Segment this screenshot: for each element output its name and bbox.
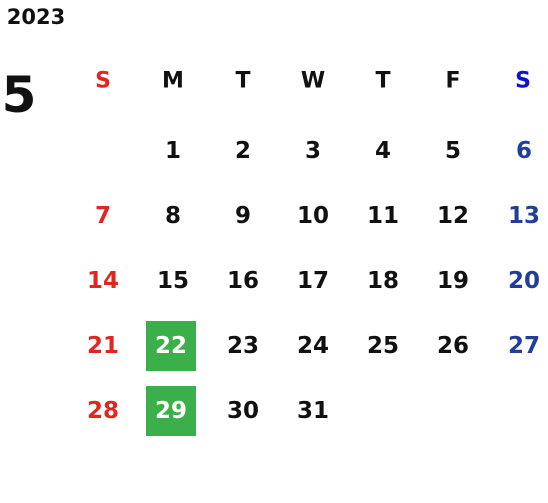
day: 26	[436, 333, 470, 359]
highlight	[146, 321, 196, 371]
day: 4	[374, 138, 392, 164]
day: 9	[234, 203, 252, 229]
weekday: F	[445, 68, 461, 94]
day: 13	[507, 203, 541, 229]
weekday: M	[162, 68, 184, 94]
weekday: S	[515, 68, 531, 94]
weekday: W	[300, 68, 326, 94]
day: 29	[154, 398, 188, 424]
day: 2	[234, 138, 252, 164]
day: 27	[507, 333, 541, 359]
day: 28	[86, 398, 120, 424]
day: 31	[296, 398, 330, 424]
day: 22	[154, 333, 188, 359]
day: 5	[444, 138, 462, 164]
day: 23	[226, 333, 260, 359]
day: 3	[304, 138, 322, 164]
weekday: T	[375, 68, 391, 94]
day: 25	[366, 333, 400, 359]
year: 2023	[6, 5, 66, 29]
day: 8	[164, 203, 182, 229]
day: 15	[156, 268, 190, 294]
weekday: S	[95, 68, 111, 94]
day: 17	[296, 268, 330, 294]
day: 10	[296, 203, 330, 229]
month: 5	[1, 66, 37, 124]
day: 20	[507, 268, 541, 294]
day: 11	[366, 203, 400, 229]
day: 19	[436, 268, 470, 294]
day: 1	[164, 138, 182, 164]
day: 12	[436, 203, 470, 229]
day: 6	[515, 138, 533, 164]
day: 21	[86, 333, 120, 359]
day: 16	[226, 268, 260, 294]
day: 30	[226, 398, 260, 424]
highlight	[146, 386, 196, 436]
day: 18	[366, 268, 400, 294]
day: 24	[296, 333, 330, 359]
day: 7	[94, 203, 112, 229]
weekday: T	[235, 68, 251, 94]
day: 14	[86, 268, 120, 294]
